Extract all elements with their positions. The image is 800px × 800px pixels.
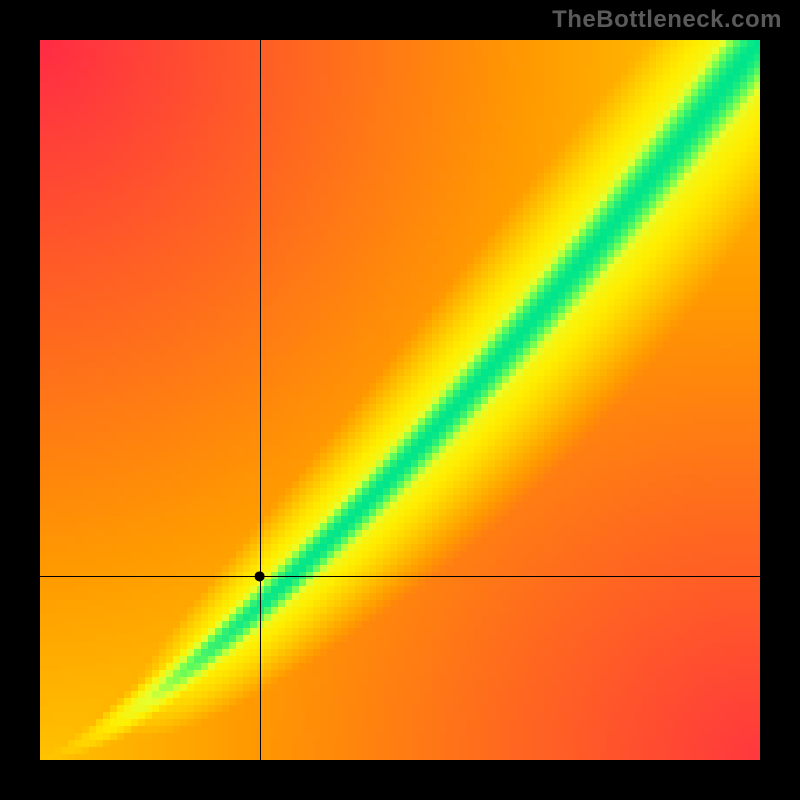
plot-area — [40, 40, 760, 760]
watermark-text: TheBottleneck.com — [552, 6, 782, 34]
crosshair-overlay — [40, 40, 760, 760]
